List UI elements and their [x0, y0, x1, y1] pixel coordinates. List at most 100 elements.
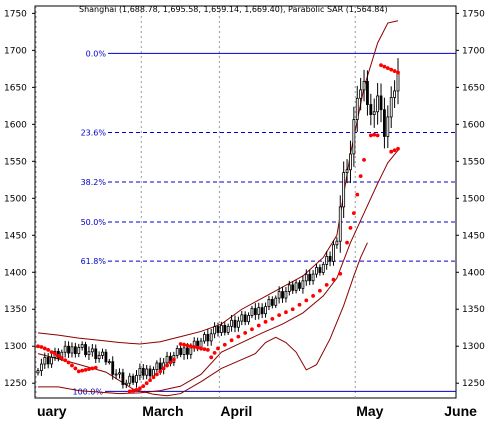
sar-dot — [382, 64, 387, 69]
candle-body — [206, 334, 210, 342]
sar-dot — [338, 271, 343, 276]
candle-body — [250, 308, 254, 316]
y-tick-label-left: 1750 — [4, 9, 27, 19]
sar-dot — [185, 343, 190, 348]
sar-dot — [212, 350, 217, 355]
fibonacci-label: 61.8% — [81, 257, 107, 266]
sar-dot — [87, 367, 91, 372]
sar-dot — [216, 346, 220, 351]
sar-dot — [396, 146, 400, 151]
sar-dot — [362, 157, 366, 162]
candle-body — [67, 345, 70, 354]
candle-body — [342, 172, 346, 208]
sar-dot — [250, 327, 254, 332]
fibonacci-label: 38.2% — [81, 178, 107, 187]
candle-body — [291, 284, 295, 291]
sar-dot — [137, 386, 142, 391]
candle-body — [393, 90, 397, 98]
sar-dot — [148, 378, 152, 383]
y-tick-label-right: 1650 — [462, 83, 485, 93]
y-tick-label-right: 1250 — [462, 379, 485, 389]
sar-dot — [141, 384, 146, 389]
candle-body — [311, 273, 315, 282]
candle-body — [203, 334, 206, 342]
candle-body — [260, 307, 264, 315]
candle-body — [236, 320, 240, 328]
candle-body — [267, 299, 271, 307]
sar-dot — [83, 367, 88, 372]
candle-body — [155, 362, 159, 370]
candle-body — [362, 81, 366, 91]
candle-body — [152, 369, 155, 377]
candle-body — [107, 361, 111, 364]
sar-dot — [311, 294, 315, 298]
y-tick-label-right: 1450 — [462, 231, 485, 241]
y-tick-label-left: 1550 — [4, 157, 27, 167]
y-tick-label-left: 1300 — [4, 342, 27, 352]
candle-body — [111, 361, 115, 375]
candle-body — [114, 373, 118, 376]
candle-body — [369, 104, 373, 115]
sar-dot — [188, 344, 193, 349]
candle-body — [253, 308, 257, 315]
x-tick-label: May — [356, 403, 383, 419]
y-tick-label-right: 1400 — [462, 268, 485, 278]
sar-dot — [317, 288, 322, 293]
candle-body — [321, 264, 325, 273]
fibonacci-label: 50.0% — [81, 218, 107, 227]
bollinger-upper-line — [37, 20, 399, 345]
sar-dot — [90, 366, 95, 371]
candle-body — [70, 346, 74, 354]
sar-dot — [42, 346, 47, 351]
candle-body — [355, 97, 359, 121]
y-tick-label-right: 1350 — [462, 305, 485, 315]
candle-body — [145, 368, 149, 376]
candle-body — [219, 324, 223, 333]
sar-dot — [151, 375, 156, 380]
y-tick-label-left: 1450 — [4, 231, 27, 241]
candle-body — [359, 89, 363, 99]
candle-body — [141, 368, 145, 376]
sar-dot — [331, 277, 336, 282]
candle-body — [43, 357, 47, 365]
y-tick-label-left: 1350 — [4, 305, 27, 315]
sar-dot — [263, 319, 268, 324]
candle-body — [277, 291, 281, 299]
candle-body — [165, 355, 169, 364]
candle-body — [213, 326, 217, 335]
candle-body — [226, 325, 230, 333]
candle-body — [189, 347, 193, 355]
sar-dot — [372, 132, 377, 137]
candle-body — [304, 273, 308, 282]
sar-dot — [304, 298, 309, 303]
sar-dot — [161, 366, 166, 371]
x-tick-label: March — [142, 403, 183, 419]
candle-body — [223, 324, 227, 333]
fibonacci-label: 100.0% — [72, 387, 103, 396]
candle-body — [338, 206, 342, 242]
sar-dot — [396, 70, 400, 75]
candle-body — [345, 169, 349, 173]
candle-body — [138, 368, 142, 376]
sar-dot — [290, 307, 295, 312]
candle-body — [294, 282, 298, 291]
candle-body — [50, 356, 53, 365]
candle-body — [352, 119, 356, 155]
sar-dot — [297, 302, 302, 307]
candle-body — [328, 255, 332, 262]
candle-body — [325, 255, 329, 265]
y-tick-label-left: 1600 — [4, 120, 27, 130]
x-tick-label: April — [220, 403, 252, 419]
sar-dot — [236, 334, 241, 339]
sar-dot — [375, 133, 380, 138]
sar-dot — [243, 331, 248, 335]
y-tick-label-left: 1400 — [4, 268, 27, 278]
y-tick-label-left: 1500 — [4, 194, 27, 204]
sar-dot — [59, 356, 64, 360]
sar-dot — [154, 372, 159, 377]
sar-dot — [270, 316, 275, 321]
sar-dot — [36, 344, 40, 349]
candle-body — [158, 362, 162, 370]
x-tick-label: uary — [37, 403, 67, 419]
sar-dot — [46, 348, 51, 352]
